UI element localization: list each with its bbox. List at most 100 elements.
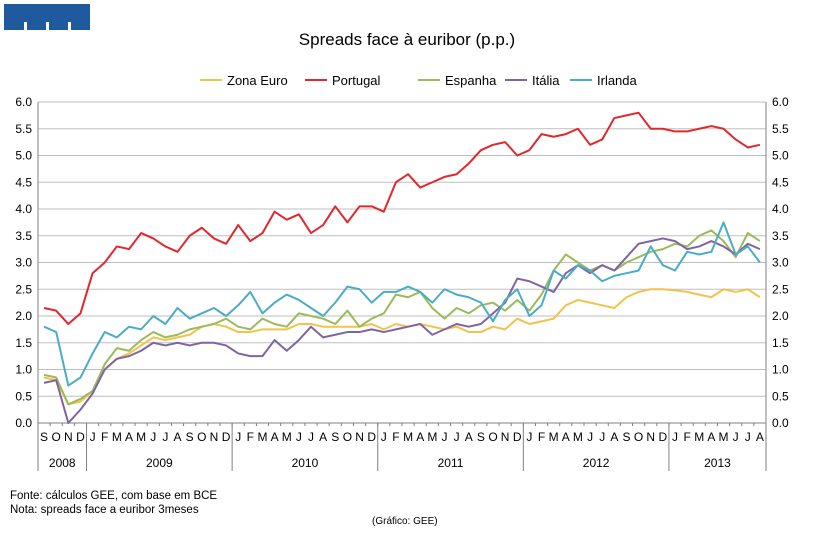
- month-label: J: [150, 430, 156, 444]
- month-label: A: [174, 430, 182, 444]
- axes: 0.0 0.0 0.5 0.5 1.0 1.0 1.5 1.5 2.0 2.0 2.5 2.5 3.0 3…: [15, 95, 789, 471]
- y-tick-label-right: 2.5: [772, 282, 789, 296]
- month-label: N: [646, 430, 655, 444]
- series-lines: [43, 111, 761, 424]
- month-label: J: [733, 430, 739, 444]
- series-line-irlanda: [43, 221, 761, 387]
- month-label: A: [319, 430, 327, 444]
- month-label: M: [282, 430, 292, 444]
- year-label: 2013: [704, 456, 731, 470]
- y-tick-label-left: 1.5: [15, 336, 32, 350]
- legend-label: Irlanda: [597, 73, 638, 88]
- month-label: M: [573, 430, 583, 444]
- month-label: J: [745, 430, 751, 444]
- month-label: O: [634, 430, 643, 444]
- month-label: J: [296, 430, 302, 444]
- month-label: F: [538, 430, 545, 444]
- month-label: M: [719, 430, 729, 444]
- month-label: M: [403, 430, 413, 444]
- y-tick-label-left: 0.5: [15, 389, 32, 403]
- y-tick-label-left: 4.5: [15, 175, 32, 189]
- y-tick-label-left: 5.0: [15, 149, 32, 163]
- month-label: S: [477, 430, 485, 444]
- month-label: S: [331, 430, 339, 444]
- y-tick-label-right: 5.0: [772, 149, 789, 163]
- month-label: M: [427, 430, 437, 444]
- y-tick-label-left: 4.0: [15, 202, 32, 216]
- series-line-espanha: [43, 229, 761, 406]
- month-label: J: [308, 430, 314, 444]
- y-tick-label-right: 3.5: [772, 229, 789, 243]
- month-label: J: [162, 430, 168, 444]
- line-chart: Zona Euro Portugal Espanha Itália Irlanda 0.…: [15, 73, 789, 471]
- year-label: 2008: [49, 456, 76, 470]
- month-label: M: [136, 430, 146, 444]
- month-label: M: [257, 430, 267, 444]
- y-tick-label-left: 2.0: [15, 309, 32, 323]
- month-label: M: [112, 430, 122, 444]
- y-tick-label-right: 0.0: [772, 416, 789, 430]
- gee-logo: [4, 4, 90, 30]
- month-label: J: [526, 430, 532, 444]
- y-tick-label-left: 5.5: [15, 122, 32, 136]
- month-label: O: [488, 430, 497, 444]
- month-label: N: [501, 430, 510, 444]
- y-tick-label-right: 1.0: [772, 363, 789, 377]
- month-label: N: [64, 430, 73, 444]
- y-tick-label-right: 5.5: [772, 122, 789, 136]
- month-label: A: [562, 430, 570, 444]
- month-label: J: [381, 430, 387, 444]
- y-tick-label-left: 6.0: [15, 95, 32, 109]
- month-label: A: [707, 430, 715, 444]
- month-label: J: [90, 430, 96, 444]
- series-line-portugal: [43, 111, 761, 326]
- month-label: D: [367, 430, 376, 444]
- y-tick-label-right: 6.0: [772, 95, 789, 109]
- month-label: J: [441, 430, 447, 444]
- month-label: D: [76, 430, 85, 444]
- month-label: J: [672, 430, 678, 444]
- month-label: A: [125, 430, 133, 444]
- month-label: D: [513, 430, 522, 444]
- y-tick-label-left: 3.5: [15, 229, 32, 243]
- legend-label: Zona Euro: [227, 73, 288, 88]
- month-label: N: [210, 430, 219, 444]
- legend-label: Espanha: [445, 73, 497, 88]
- month-label: S: [40, 430, 48, 444]
- legend: Zona Euro Portugal Espanha Itália Irlanda: [200, 73, 638, 88]
- series-line-zona-euro: [43, 288, 761, 406]
- chart-title: Spreads face à euribor (p.p.): [298, 30, 516, 49]
- year-label: 2009: [146, 456, 173, 470]
- chart-credit: (Gráfico: GEE): [372, 516, 438, 527]
- month-label: A: [416, 430, 424, 444]
- methodology-note: Nota: spreads face a euribor 3meses: [10, 504, 199, 516]
- legend-label: Itália: [532, 73, 560, 88]
- month-label: A: [271, 430, 279, 444]
- month-label: A: [610, 430, 618, 444]
- y-tick-label-left: 3.0: [15, 256, 32, 270]
- year-label: 2012: [583, 456, 610, 470]
- month-label: O: [197, 430, 206, 444]
- month-label: F: [247, 430, 254, 444]
- month-label: J: [235, 430, 241, 444]
- month-label: O: [52, 430, 61, 444]
- source-note: Fonte: cálculos GEE, com base em BCE: [10, 490, 218, 502]
- y-tick-label-right: 3.0: [772, 256, 789, 270]
- month-label: S: [186, 430, 194, 444]
- month-label: F: [683, 430, 690, 444]
- year-label: 2011: [438, 456, 464, 470]
- month-label: M: [549, 430, 559, 444]
- month-label: N: [355, 430, 364, 444]
- y-tick-label-right: 0.5: [772, 389, 789, 403]
- month-label: F: [392, 430, 399, 444]
- month-label: J: [599, 430, 605, 444]
- month-label: M: [694, 430, 704, 444]
- gridlines: [38, 101, 766, 397]
- legend-label: Portugal: [332, 73, 381, 88]
- month-label: O: [343, 430, 352, 444]
- month-label: S: [622, 430, 630, 444]
- month-label: J: [587, 430, 593, 444]
- month-label: A: [756, 430, 764, 444]
- footer-notes: Fonte: cálculos GEE, com base em BCE Not…: [10, 489, 217, 517]
- month-label: D: [222, 430, 231, 444]
